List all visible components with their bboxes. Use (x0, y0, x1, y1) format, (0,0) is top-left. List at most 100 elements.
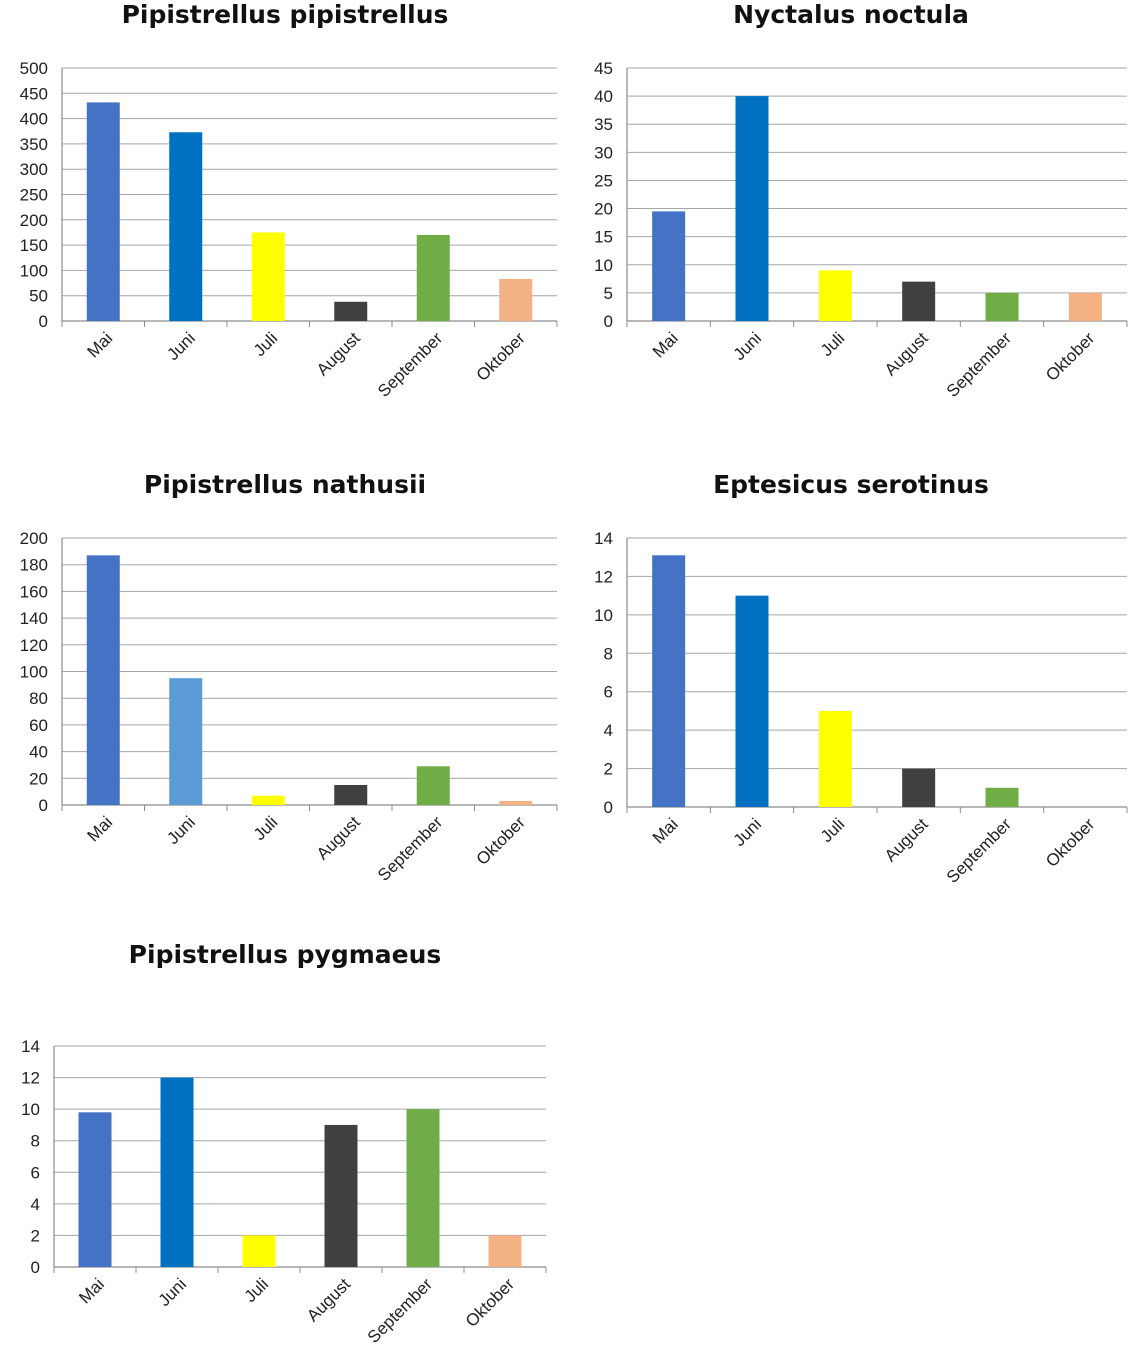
chart-title: Pipistrellus pygmaeus (128, 940, 442, 969)
y-tick-label: 0 (39, 796, 48, 815)
bar-mai (86, 555, 120, 805)
y-tick-label: 250 (20, 186, 48, 205)
bar-juli (251, 795, 285, 805)
x-tick-label: Juni (163, 813, 198, 848)
y-tick-label: 45 (594, 59, 613, 78)
bar-juli (818, 710, 852, 807)
bar-september (985, 292, 1019, 321)
y-tick-label: 0 (604, 798, 613, 817)
y-tick-label: 140 (20, 609, 48, 628)
y-tick-label: 40 (594, 87, 613, 106)
chart-pipistrellus-nathusii: Pipistrellus nathusii 0 20 40 60 80 100 120 140… (0, 470, 570, 910)
y-tick-label: 4 (604, 721, 613, 740)
y-tick-label: 12 (21, 1069, 40, 1088)
x-tick-label: Mai (84, 329, 117, 362)
y-tick-label: 120 (20, 636, 48, 655)
chart-eptesicus-serotinus: Eptesicus serotinus 0 2 4 6 8 10 12 14 Mai Juni Ju… (573, 470, 1129, 910)
bar-september (416, 234, 450, 321)
y-tick-label: 100 (20, 663, 48, 682)
chart-plot: 0 2 4 6 8 10 12 14 Mai Juni Juli August September Okt… (594, 529, 1128, 887)
bar-august (334, 301, 368, 321)
y-tick-label: 14 (594, 529, 613, 548)
x-tick-label: September (374, 812, 446, 884)
x-tick-label: Juni (730, 329, 765, 364)
bar-august (902, 768, 936, 807)
y-tick-label: 350 (20, 135, 48, 154)
y-tick-label: 35 (594, 115, 613, 134)
bar-juni (169, 678, 203, 805)
x-tick-label: Oktober (473, 328, 529, 384)
y-tick-label: 450 (20, 84, 48, 103)
y-tick-label: 60 (29, 716, 48, 735)
y-tick-label: 15 (594, 228, 613, 247)
bar-september (406, 1109, 440, 1267)
y-tick-label: 10 (594, 606, 613, 625)
chart-plot: 0 50 100 150 200 250 300 350 400 450 500 Mai Juni Jul… (20, 59, 558, 401)
y-tick-label: 0 (39, 312, 48, 331)
x-tick-label: September (374, 328, 446, 400)
y-tick-label: 20 (594, 200, 613, 219)
chart-title: Pipistrellus nathusii (143, 470, 427, 499)
bar-september (985, 787, 1019, 807)
bar-oktober (1068, 292, 1102, 321)
x-tick-label: Mai (75, 1275, 108, 1308)
x-tick-label: September (364, 1274, 436, 1346)
bar-august (324, 1124, 358, 1267)
chart-plot: 0 5 10 15 20 25 30 35 40 45 Mai Juni Juli August Septe… (594, 59, 1128, 401)
bar-oktober (499, 279, 533, 321)
y-tick-label: 0 (604, 312, 613, 331)
x-tick-label: Mai (649, 815, 682, 848)
x-tick-label: August (313, 328, 364, 379)
x-tick-label: Mai (649, 329, 682, 362)
x-tick-label: September (943, 814, 1015, 886)
x-tick-label: Mai (84, 813, 117, 846)
x-tick-label: September (943, 328, 1015, 400)
y-tick-label: 180 (20, 556, 48, 575)
y-tick-label: 50 (29, 287, 48, 306)
y-tick-label: 6 (604, 683, 613, 702)
chart-pipistrellus-pipistrellus: Pipistrellus pipistrellus 0 50 100 150 200 25… (0, 0, 570, 440)
y-tick-label: 400 (20, 110, 48, 129)
x-tick-label: Juni (155, 1275, 190, 1310)
y-tick-label: 40 (29, 743, 48, 762)
y-tick-label: 500 (20, 59, 48, 78)
y-tick-label: 25 (594, 171, 613, 190)
y-tick-label: 200 (20, 529, 48, 548)
y-tick-label: 4 (31, 1195, 40, 1214)
bar-september (416, 766, 450, 805)
chart-title: Nyctalus noctula (733, 0, 969, 29)
x-tick-label: Oktober (462, 1274, 518, 1330)
y-tick-label: 30 (594, 143, 613, 162)
y-tick-label: 2 (31, 1226, 40, 1245)
y-tick-label: 0 (31, 1258, 40, 1277)
y-tick-label: 20 (29, 769, 48, 788)
chart-plot: 0 2 4 6 8 10 12 14 Mai Juni Juli August September Okt… (21, 1037, 547, 1347)
chart-nyctalus-noctula: Nyctalus noctula 0 5 10 15 20 25 30 35 40 45 Mai Ju… (573, 0, 1129, 440)
bar-oktober (499, 800, 533, 805)
y-tick-label: 80 (29, 689, 48, 708)
x-tick-label: Oktober (1042, 328, 1098, 384)
chart-pipistrellus-pygmaeus: Pipistrellus pygmaeus 0 2 4 6 8 10 12 14 Mai Juni… (0, 940, 570, 1347)
x-tick-label: August (881, 814, 932, 865)
bar-juni (735, 595, 769, 807)
chart-plot: 0 20 40 60 80 100 120 140 160 180 200 Mai Juni Juli Au… (20, 529, 558, 885)
x-tick-label: Juli (250, 813, 281, 844)
x-tick-label: August (881, 328, 932, 379)
y-tick-label: 6 (31, 1163, 40, 1182)
bar-juli (818, 270, 852, 321)
y-tick-label: 14 (21, 1037, 40, 1056)
bar-juli (242, 1235, 276, 1267)
x-tick-label: Juli (817, 329, 848, 360)
bar-mai (652, 555, 686, 807)
chart-title: Pipistrellus pipistrellus (121, 0, 449, 29)
bar-juli (251, 232, 285, 321)
x-tick-label: Juli (817, 815, 848, 846)
bar-oktober (488, 1235, 522, 1267)
y-tick-label: 10 (594, 256, 613, 275)
x-tick-label: August (313, 812, 364, 863)
y-tick-label: 200 (20, 211, 48, 230)
y-tick-label: 10 (21, 1100, 40, 1119)
chart-title: Eptesicus serotinus (713, 470, 989, 499)
x-tick-label: Juli (241, 1275, 272, 1306)
x-tick-label: Juni (163, 329, 198, 364)
